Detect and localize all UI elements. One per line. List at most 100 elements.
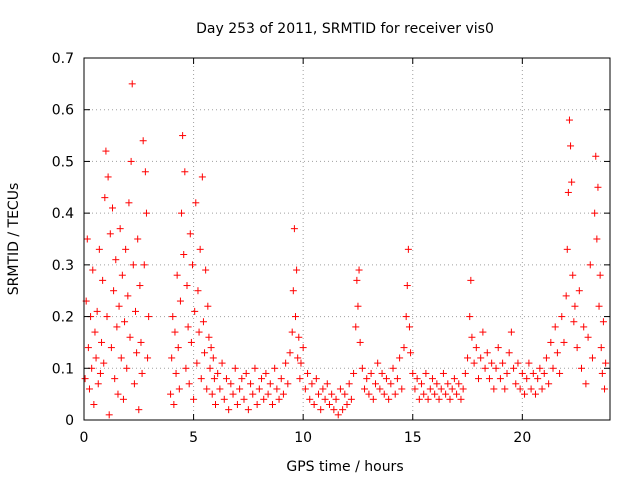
data-point xyxy=(169,313,177,321)
x-tick-label: 20 xyxy=(513,430,531,446)
data-point xyxy=(91,328,99,336)
data-point xyxy=(571,302,579,310)
data-point xyxy=(105,411,113,419)
data-point xyxy=(304,369,312,377)
data-point xyxy=(325,400,333,408)
data-point xyxy=(446,395,454,403)
data-point xyxy=(433,380,441,388)
data-point xyxy=(382,375,390,383)
data-point xyxy=(126,333,134,341)
data-point xyxy=(459,385,467,393)
data-point xyxy=(385,395,393,403)
data-point xyxy=(483,349,491,357)
data-point xyxy=(602,359,610,367)
data-point xyxy=(141,168,149,176)
data-point xyxy=(255,385,263,393)
data-point xyxy=(490,385,498,393)
data-point xyxy=(286,349,294,357)
data-point xyxy=(407,349,415,357)
tick-labels: 0 0.1 0.2 0.3 0.4 0.5 0.6 0.7 0 5 10 15 20 xyxy=(52,51,532,446)
data-point xyxy=(81,375,89,383)
data-point xyxy=(138,369,146,377)
data-point xyxy=(178,209,186,217)
data-point xyxy=(565,116,573,124)
data-point xyxy=(206,364,214,372)
data-point xyxy=(89,266,97,274)
y-tick-label: 0.1 xyxy=(52,361,74,377)
data-point xyxy=(297,359,305,367)
data-point xyxy=(284,380,292,388)
data-point xyxy=(208,390,216,398)
data-point xyxy=(199,318,207,326)
data-point xyxy=(294,354,302,362)
data-point xyxy=(538,385,546,393)
data-point xyxy=(339,406,347,414)
data-point xyxy=(108,204,116,212)
data-point xyxy=(240,395,248,403)
data-point xyxy=(448,385,456,393)
data-point xyxy=(393,375,401,383)
data-point xyxy=(595,302,603,310)
data-point xyxy=(475,375,482,383)
data-point xyxy=(99,276,107,284)
data-point xyxy=(136,282,144,290)
data-point xyxy=(599,318,607,326)
data-point xyxy=(420,390,428,398)
data-point xyxy=(403,282,411,290)
data-point xyxy=(128,80,136,88)
data-point xyxy=(531,390,539,398)
data-point xyxy=(139,137,147,145)
data-point xyxy=(580,323,588,331)
data-point xyxy=(121,318,129,326)
data-point xyxy=(291,313,299,321)
data-point xyxy=(415,395,423,403)
data-point xyxy=(529,369,537,377)
data-point xyxy=(183,282,191,290)
data-point xyxy=(179,132,187,140)
data-point xyxy=(106,230,114,238)
data-point xyxy=(85,385,93,393)
data-point xyxy=(197,375,205,383)
data-point xyxy=(118,271,126,279)
data-point xyxy=(116,225,124,233)
data-point xyxy=(516,385,524,393)
data-point xyxy=(534,375,542,383)
plot-frame xyxy=(83,57,611,421)
data-point xyxy=(481,364,489,372)
data-point xyxy=(277,375,285,383)
data-point xyxy=(536,364,544,372)
data-point xyxy=(176,297,184,305)
x-tick-label: 15 xyxy=(404,430,422,446)
data-point xyxy=(573,344,581,352)
data-point xyxy=(578,364,586,372)
data-point xyxy=(129,261,137,269)
data-point xyxy=(203,385,211,393)
data-points xyxy=(81,80,610,419)
data-point xyxy=(582,380,590,388)
data-point xyxy=(279,390,287,398)
data-point xyxy=(145,313,153,321)
data-point xyxy=(204,302,212,310)
data-point xyxy=(389,364,397,372)
y-tick-label: 0.4 xyxy=(52,206,74,222)
data-point xyxy=(253,400,261,408)
x-tick-label: 10 xyxy=(294,430,312,446)
data-point xyxy=(195,328,203,336)
data-point xyxy=(295,333,303,341)
data-point xyxy=(119,395,127,403)
data-point xyxy=(570,318,578,326)
data-point xyxy=(350,369,358,377)
data-point xyxy=(209,354,217,362)
data-point xyxy=(435,395,443,403)
data-point xyxy=(461,369,469,377)
data-point xyxy=(353,276,361,284)
data-point xyxy=(354,302,362,310)
data-point xyxy=(347,395,355,403)
data-point xyxy=(592,152,600,160)
data-point xyxy=(210,375,218,383)
data-point xyxy=(411,385,419,393)
data-point xyxy=(431,390,439,398)
data-point xyxy=(130,380,138,388)
data-point xyxy=(422,369,430,377)
data-point xyxy=(201,349,209,357)
